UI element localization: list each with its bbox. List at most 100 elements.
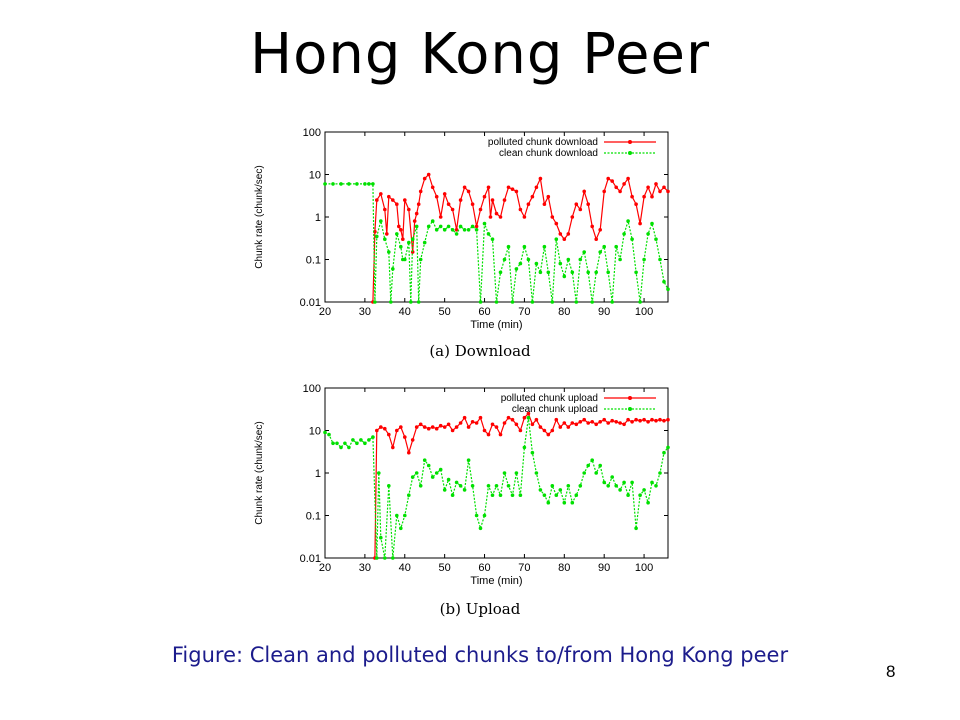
- download-series-polluted-point: [498, 215, 503, 219]
- download-series-polluted-point: [434, 194, 439, 199]
- upload-series-polluted-line: [374, 412, 669, 559]
- download-series-clean-point: [570, 270, 575, 275]
- upload-series-clean-point: [407, 493, 411, 497]
- download-series-polluted-point: [407, 207, 411, 212]
- upload-series-clean-point: [442, 488, 447, 492]
- upload-series-clean-point: [538, 488, 543, 492]
- upload-series-clean-point: [610, 475, 614, 479]
- download-series-clean-point: [422, 240, 427, 245]
- download-series-polluted-point: [446, 202, 451, 206]
- download-series-clean-point: [391, 267, 395, 271]
- upload-x-tick-label: 30: [359, 562, 371, 574]
- upload-series-clean-point: [450, 493, 455, 497]
- download-series-clean-point: [538, 270, 543, 275]
- download-series-polluted-point: [385, 232, 389, 236]
- download-series-polluted-point: [646, 185, 650, 190]
- download-series-polluted-point: [383, 207, 387, 212]
- download-series-polluted-point: [414, 211, 419, 216]
- download-series-clean-point: [414, 224, 419, 229]
- upload-series-polluted-point: [379, 425, 383, 429]
- upload-series-clean-point: [542, 493, 547, 497]
- upload-series-polluted-point: [550, 428, 555, 433]
- download-series-clean-point: [658, 257, 662, 262]
- download-series-clean-point: [598, 250, 602, 254]
- upload-series-clean-point: [367, 438, 371, 442]
- upload-series-clean-point: [486, 484, 491, 488]
- download-series-polluted-point: [542, 202, 547, 206]
- download-chart: 20 30 40 50 60 70 80 90 100 0.01 0.1 1 10 100 Time (mi…: [254, 127, 670, 331]
- upload-series-clean-point: [606, 484, 610, 488]
- download-series-clean-point: [399, 244, 403, 249]
- upload-series-clean-point: [458, 484, 463, 488]
- upload-series-clean-point: [391, 556, 395, 560]
- upload-series-polluted-point: [630, 420, 634, 424]
- upload-series-clean-point: [574, 493, 579, 497]
- download-series-polluted-point: [379, 192, 383, 196]
- upload-series-clean-point: [598, 463, 602, 468]
- download-series-clean-point: [638, 300, 642, 304]
- upload-series-clean-point: [478, 526, 483, 531]
- download-series-clean-point: [614, 244, 618, 249]
- download-series-polluted-point: [570, 215, 575, 219]
- upload-series-clean-point: [582, 471, 586, 475]
- download-series-clean: [323, 182, 670, 304]
- upload-series-clean-point: [410, 475, 415, 479]
- upload-series-polluted-point: [654, 418, 658, 423]
- download-series-polluted-point: [574, 202, 579, 206]
- download-series-polluted-point: [399, 228, 403, 232]
- download-x-tick-label: 30: [359, 306, 371, 318]
- upload-series-clean-point: [327, 432, 331, 437]
- download-series-polluted-point: [658, 189, 662, 194]
- download-series-polluted-point: [395, 202, 399, 206]
- upload-y-tick-label: 10: [309, 426, 321, 438]
- download-series-clean-point: [371, 182, 375, 186]
- download-series-polluted-point: [518, 207, 523, 212]
- download-series-polluted-point: [614, 185, 618, 190]
- download-series-clean-point: [375, 234, 379, 239]
- upload-series-clean-point: [530, 450, 535, 455]
- download-series-polluted-point: [458, 198, 463, 202]
- upload-series-polluted-point: [470, 420, 475, 424]
- upload-series-polluted-point: [542, 428, 547, 433]
- download-series-clean-point: [474, 228, 479, 232]
- download-series-clean-point: [550, 300, 555, 304]
- upload-series-clean-point: [622, 480, 626, 485]
- download-series-polluted-point: [416, 202, 421, 206]
- upload-series-polluted-point: [574, 422, 579, 427]
- download-series-polluted-point: [426, 172, 431, 177]
- download-series-clean-point: [331, 182, 335, 186]
- upload-series-polluted-point: [518, 428, 523, 433]
- upload-series-clean-point: [590, 458, 594, 462]
- download-series-polluted-point: [462, 185, 467, 190]
- figure-caption: Figure: Clean and polluted chunks to/fro…: [171, 643, 789, 667]
- download-series-polluted: [371, 172, 670, 304]
- download-series-clean-point: [373, 300, 377, 304]
- download-series-polluted-point: [650, 194, 654, 199]
- upload-series-clean-point: [498, 493, 503, 497]
- upload-series-polluted-point: [430, 425, 435, 429]
- download-x-tick-label: 70: [518, 306, 530, 318]
- download-series-clean-point: [494, 300, 499, 304]
- upload-series-polluted-point: [586, 421, 590, 425]
- download-series-clean-point: [586, 270, 590, 275]
- upload-series-polluted: [373, 411, 670, 560]
- upload-series-clean-point: [466, 458, 471, 462]
- upload-series-clean-point: [363, 441, 367, 446]
- upload-series-polluted-point: [650, 417, 654, 422]
- upload-series-clean-point: [502, 471, 507, 475]
- upload-series-polluted-point: [514, 422, 519, 427]
- download-y-tick-label: 1: [315, 212, 321, 224]
- download-series-clean-point: [430, 219, 435, 223]
- upload-series-polluted-point: [594, 422, 598, 427]
- upload-series-polluted-point: [410, 438, 415, 442]
- upload-series-clean-point: [514, 471, 519, 475]
- upload-series-clean-point: [426, 463, 431, 468]
- download-series-polluted-point: [522, 215, 527, 219]
- upload-series-polluted-point: [395, 428, 399, 433]
- download-series-polluted-point: [538, 176, 543, 181]
- download-series-polluted-point: [638, 221, 642, 226]
- upload-series-clean-point: [387, 484, 391, 488]
- upload-series-clean-point: [518, 493, 523, 497]
- upload-series-clean-point: [335, 441, 339, 446]
- upload-series-polluted-point: [606, 421, 610, 425]
